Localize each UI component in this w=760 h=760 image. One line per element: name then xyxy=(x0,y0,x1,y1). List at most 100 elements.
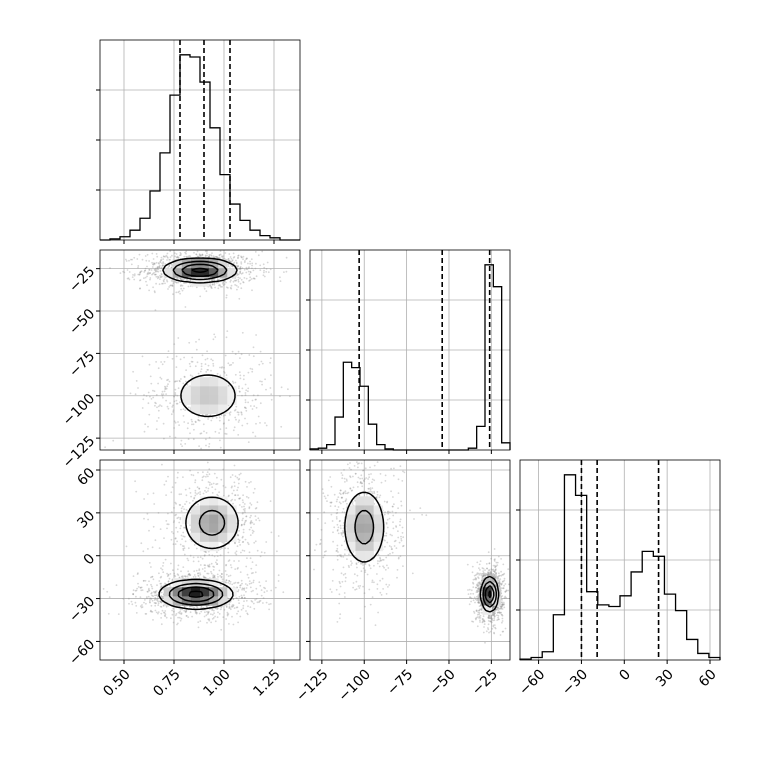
scatter-point xyxy=(208,436,211,439)
scatter-point xyxy=(201,568,204,570)
scatter-point xyxy=(183,575,186,577)
scatter-point xyxy=(164,385,166,388)
scatter-point xyxy=(185,610,188,613)
contour-level xyxy=(181,263,219,278)
scatter-point xyxy=(186,383,189,386)
scatter-point xyxy=(391,510,394,513)
scatter-point xyxy=(214,336,217,338)
scatter-point xyxy=(206,471,209,473)
scatter-point xyxy=(250,258,253,261)
scatter-point xyxy=(247,543,250,546)
scatter-point xyxy=(220,584,222,586)
scatter-point xyxy=(212,574,215,577)
scatter-point xyxy=(170,266,173,269)
scatter-point xyxy=(373,479,376,482)
scatter-point xyxy=(388,517,391,520)
scatter-point xyxy=(387,511,389,513)
scatter-point xyxy=(157,604,160,606)
scatter-point xyxy=(154,590,157,593)
scatter-point xyxy=(246,557,248,559)
scatter-point xyxy=(252,579,255,582)
scatter-point xyxy=(200,365,203,368)
scatter-point xyxy=(144,579,147,582)
histogram-panel-0 xyxy=(96,39,301,241)
scatter-point xyxy=(135,589,138,592)
scatter-point xyxy=(153,503,156,505)
scatter-point xyxy=(139,271,142,274)
scatter-point xyxy=(137,582,139,585)
scatter-point xyxy=(212,482,215,485)
scatter-point xyxy=(213,612,216,614)
scatter-point xyxy=(167,573,170,576)
scatter-point xyxy=(212,565,215,568)
scatter-point xyxy=(348,553,350,556)
scatter-point xyxy=(147,391,150,394)
scatter-point xyxy=(210,419,213,422)
scatter-point xyxy=(231,265,234,267)
scatter-point xyxy=(237,278,240,281)
panel-frame xyxy=(309,249,511,451)
scatter-point xyxy=(195,348,198,351)
scatter-point xyxy=(231,259,234,261)
scatter-point xyxy=(409,509,411,512)
scatter-point xyxy=(211,279,214,282)
scatter-point xyxy=(160,595,162,598)
scatter-point xyxy=(160,612,163,615)
scatter-point xyxy=(496,619,499,621)
scatter-point xyxy=(182,278,185,281)
scatter-point xyxy=(217,287,220,290)
scatter-point xyxy=(222,423,225,425)
scatter-point xyxy=(161,585,163,588)
scatter-point xyxy=(236,606,239,609)
scatter-point xyxy=(173,507,175,509)
scatter-point xyxy=(221,282,224,285)
scatter-point xyxy=(180,408,182,411)
scatter-point xyxy=(229,574,232,577)
scatter-point xyxy=(205,371,208,373)
scatter-point xyxy=(238,390,241,393)
scatter-point xyxy=(259,350,262,353)
scatter-point xyxy=(152,525,155,528)
scatter-point xyxy=(234,499,236,501)
scatter-point xyxy=(159,404,161,406)
scatter-point xyxy=(213,333,216,336)
scatter-point xyxy=(263,266,266,269)
scatter-point xyxy=(369,603,372,606)
density-cell xyxy=(190,377,201,387)
scatter-point xyxy=(197,503,199,506)
scatter-point xyxy=(155,428,158,431)
scatter-point xyxy=(176,380,179,382)
scatter-point xyxy=(241,424,244,427)
panel-frame xyxy=(99,459,301,661)
scatter-point xyxy=(499,634,502,636)
scatter-point xyxy=(340,472,343,474)
scatter-point xyxy=(179,292,182,295)
scatter-point xyxy=(174,388,177,391)
scatter-point xyxy=(486,567,488,570)
scatter-point xyxy=(211,618,214,620)
scatter-point xyxy=(241,256,243,259)
scatter-point xyxy=(177,611,180,614)
scatter-point xyxy=(259,264,262,267)
scatter-point xyxy=(172,610,175,613)
scatter-point xyxy=(229,260,231,263)
scatter-point xyxy=(157,367,160,370)
scatter-point xyxy=(167,383,169,386)
scatter-point xyxy=(216,559,218,561)
scatter-point xyxy=(362,585,364,588)
scatter-point xyxy=(501,621,503,624)
scatter-point xyxy=(393,545,396,547)
scatter-point xyxy=(143,498,146,500)
scatter-point xyxy=(137,586,140,588)
scatter-point xyxy=(155,268,158,271)
scatter-point xyxy=(476,561,479,564)
scatter-point xyxy=(173,420,176,423)
scatter-point xyxy=(190,418,193,421)
scatter-point xyxy=(151,587,154,590)
scatter-point xyxy=(197,556,199,559)
scatter-point xyxy=(184,540,187,543)
scatter-point xyxy=(216,555,219,557)
scatter-point xyxy=(364,571,367,573)
scatter-point xyxy=(261,250,264,253)
scatter-point xyxy=(220,628,223,631)
